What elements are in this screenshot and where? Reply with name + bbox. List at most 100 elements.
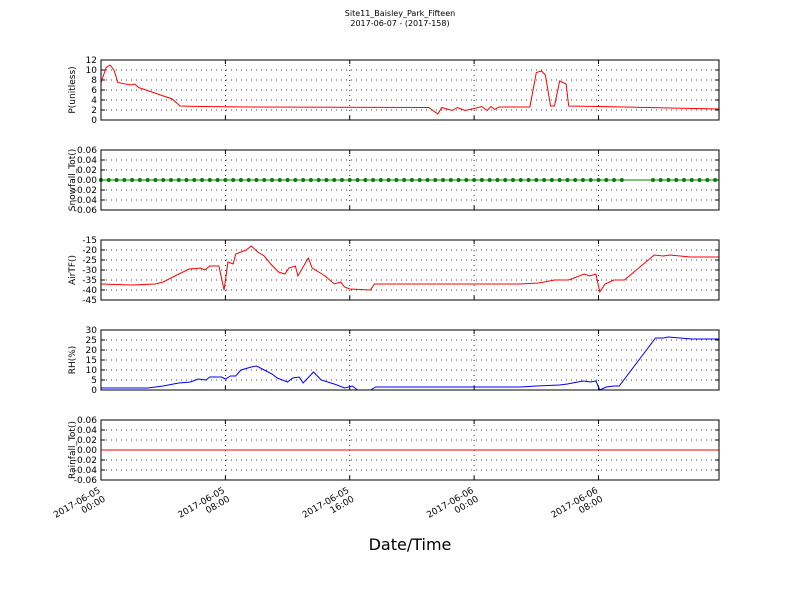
data-point bbox=[223, 178, 228, 182]
data-point bbox=[487, 178, 492, 182]
y-tick-label: 0.00 bbox=[77, 176, 97, 186]
data-point bbox=[697, 178, 702, 182]
data-point bbox=[604, 178, 609, 182]
data-point bbox=[682, 178, 687, 182]
y-tick-label: -0.04 bbox=[74, 196, 98, 206]
data-point bbox=[511, 178, 515, 182]
data-point bbox=[153, 178, 158, 182]
data-point bbox=[192, 178, 197, 182]
data-point bbox=[674, 178, 679, 182]
data-point bbox=[479, 178, 484, 182]
data-point bbox=[371, 178, 376, 182]
plot-frame bbox=[100, 419, 720, 481]
data-point bbox=[316, 178, 321, 182]
data-point bbox=[534, 178, 539, 182]
plot-frame bbox=[100, 59, 720, 121]
data-point bbox=[456, 178, 461, 182]
data-point bbox=[215, 178, 220, 182]
data-point bbox=[238, 178, 243, 182]
data-point bbox=[518, 178, 523, 182]
data-point bbox=[355, 178, 360, 182]
plot-frame bbox=[100, 239, 720, 301]
data-point bbox=[619, 178, 624, 182]
y-tick-label: 0.06 bbox=[77, 416, 97, 426]
y-tick-label: -45 bbox=[82, 296, 97, 306]
y-tick-label: -0.06 bbox=[74, 476, 98, 486]
y-axis-label: AirTF() bbox=[68, 255, 78, 285]
data-point bbox=[184, 178, 189, 182]
data-point bbox=[168, 178, 173, 182]
y-tick-label: 30 bbox=[86, 326, 98, 336]
y-tick-label: 0.04 bbox=[77, 426, 97, 436]
data-point bbox=[339, 178, 344, 182]
y-tick-label: 0.02 bbox=[77, 166, 97, 176]
data-point bbox=[425, 178, 430, 182]
data-point bbox=[122, 178, 127, 182]
data-point bbox=[137, 178, 142, 182]
data-point bbox=[301, 178, 306, 182]
data-line bbox=[100, 64, 720, 115]
data-point bbox=[658, 178, 663, 182]
y-tick-label: -40 bbox=[82, 286, 97, 296]
y-tick-label: -20 bbox=[82, 246, 97, 256]
data-point bbox=[145, 178, 150, 182]
data-point bbox=[114, 178, 119, 182]
data-point bbox=[417, 178, 422, 182]
data-point bbox=[200, 178, 205, 182]
data-line bbox=[100, 245, 719, 294]
data-point bbox=[666, 178, 671, 182]
data-point bbox=[713, 178, 718, 182]
data-point bbox=[246, 178, 251, 182]
y-tick-label: 6 bbox=[91, 86, 97, 96]
data-point bbox=[526, 178, 531, 182]
data-point bbox=[441, 178, 446, 182]
y-tick-label: 4 bbox=[91, 96, 97, 106]
plot-frame bbox=[100, 329, 720, 391]
data-point bbox=[448, 178, 453, 182]
y-tick-label: -15 bbox=[82, 236, 97, 246]
y-tick-label: 8 bbox=[91, 76, 97, 86]
y-axis-label: P(unitless) bbox=[68, 66, 78, 113]
y-tick-label: -0.02 bbox=[74, 186, 97, 196]
data-point bbox=[363, 178, 368, 182]
plot-frame bbox=[100, 149, 720, 211]
y-tick-label: -25 bbox=[82, 256, 97, 266]
data-point bbox=[580, 178, 585, 182]
data-point bbox=[565, 178, 570, 182]
data-line bbox=[101, 336, 719, 391]
y-tick-label: 0.02 bbox=[77, 436, 97, 446]
data-point bbox=[495, 178, 500, 182]
data-point bbox=[503, 178, 508, 182]
chart-title: Site11_Baisley_Park_Fifteen bbox=[345, 9, 455, 18]
y-tick-label: -0.02 bbox=[74, 456, 97, 466]
y-tick-label: 10 bbox=[86, 366, 98, 376]
y-tick-label: 2 bbox=[91, 106, 97, 116]
x-axis-label: Date/Time bbox=[369, 535, 452, 554]
data-point bbox=[308, 178, 313, 182]
data-point bbox=[433, 178, 438, 182]
data-point bbox=[409, 178, 414, 182]
data-point bbox=[285, 178, 290, 182]
y-tick-label: 5 bbox=[91, 376, 97, 386]
chart-subtitle: 2017-06-07 - (2017-158) bbox=[350, 19, 449, 28]
y-tick-label: -0.06 bbox=[74, 206, 98, 216]
y-axis-label: RH(%) bbox=[68, 346, 78, 375]
y-tick-label: 0.06 bbox=[77, 146, 97, 156]
y-tick-label: 15 bbox=[86, 356, 97, 366]
y-tick-label: 0.00 bbox=[77, 446, 97, 456]
data-point bbox=[161, 178, 166, 182]
data-point bbox=[106, 178, 111, 182]
data-point bbox=[549, 178, 554, 182]
data-point bbox=[378, 178, 383, 182]
data-point bbox=[293, 178, 298, 182]
y-tick-label: 0 bbox=[91, 116, 97, 126]
data-point bbox=[347, 178, 352, 182]
data-point bbox=[464, 178, 469, 182]
data-point bbox=[254, 178, 259, 182]
y-tick-label: 20 bbox=[86, 346, 98, 356]
data-point bbox=[472, 178, 477, 182]
data-point bbox=[262, 178, 267, 182]
y-tick-label: 10 bbox=[86, 66, 98, 76]
y-tick-label: 12 bbox=[86, 56, 97, 66]
